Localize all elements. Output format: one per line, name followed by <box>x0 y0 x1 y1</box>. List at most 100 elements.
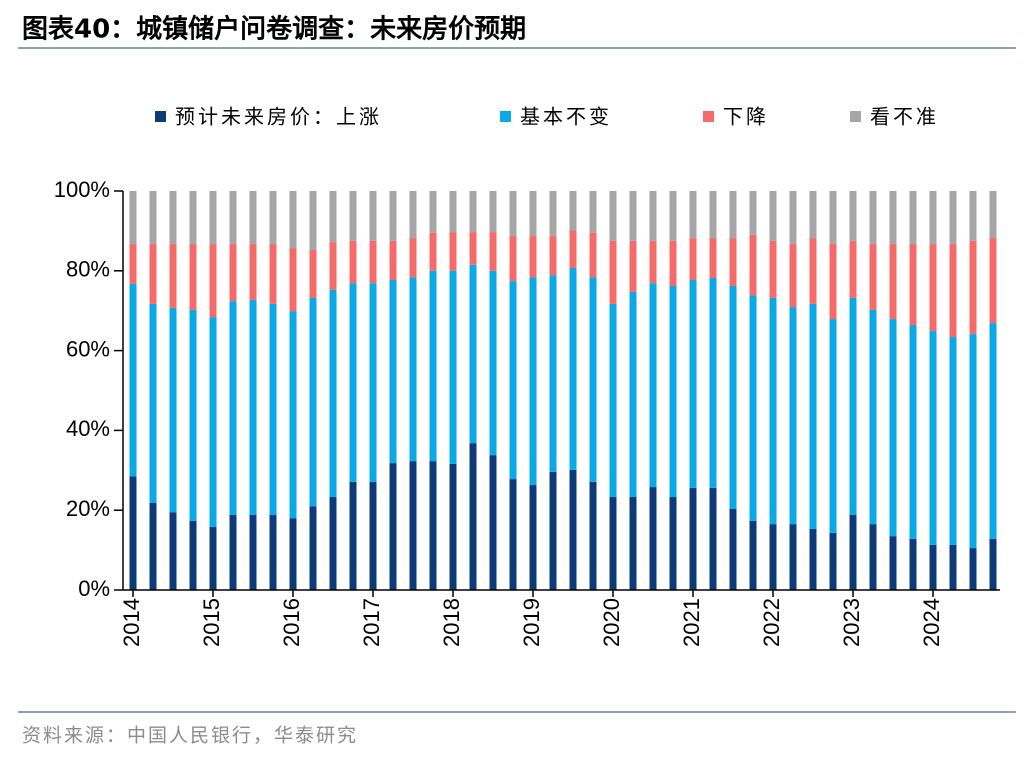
bar-segment <box>269 303 277 515</box>
source-note: 资料来源：中国人民银行，华泰研究 <box>22 725 358 747</box>
bar-segment <box>329 191 337 243</box>
x-tick-label: 2018 <box>439 598 464 647</box>
bar-segment <box>709 487 717 590</box>
bar-segment <box>189 244 197 310</box>
bar-segment <box>529 485 537 590</box>
bar-segment <box>289 518 297 590</box>
bar-segment <box>509 479 517 590</box>
bar-segment <box>909 191 917 245</box>
bar-segment <box>729 285 737 510</box>
bar-segment <box>509 236 517 282</box>
bar-segment <box>829 532 837 590</box>
bar-segment <box>589 232 597 278</box>
bar-segment <box>609 240 617 304</box>
bar-segment <box>829 191 837 245</box>
bar-segment <box>129 191 137 245</box>
bar-segment <box>729 509 737 590</box>
bar-segment <box>929 544 937 590</box>
bar-segment <box>809 191 817 239</box>
bar-segment <box>589 277 597 482</box>
bar-segment <box>849 191 857 241</box>
bar-segment <box>429 232 437 271</box>
bar-segment <box>289 248 297 312</box>
bar-segment <box>689 191 697 239</box>
bar-segment <box>609 303 617 498</box>
bar-segment <box>349 283 357 482</box>
bar-segment <box>209 317 217 527</box>
bar-segment <box>449 463 457 590</box>
x-tick-label: 2017 <box>359 598 384 647</box>
legend-swatch <box>850 111 861 122</box>
bar-segment <box>189 520 197 590</box>
bar-segment <box>229 514 237 590</box>
bar-segment <box>889 244 897 320</box>
bar-segment <box>969 548 977 590</box>
bar-segment <box>229 301 237 515</box>
bar-segment <box>169 307 177 513</box>
bar-segment <box>629 497 637 590</box>
legend-swatch <box>703 111 714 122</box>
bar-segment <box>489 270 497 456</box>
bar-segment <box>549 191 557 237</box>
bar-segment <box>449 191 457 233</box>
bar-segment <box>889 191 897 245</box>
bar-segment <box>749 234 757 296</box>
bar-segment <box>709 191 717 239</box>
bar-segment <box>709 238 717 278</box>
bar-segment <box>789 244 797 308</box>
bar-segment <box>829 244 837 320</box>
bar-segment <box>229 244 237 302</box>
bar-segment <box>189 309 197 521</box>
bar-segment <box>749 191 757 235</box>
bar-segment <box>769 524 777 590</box>
bar-segment <box>269 244 277 304</box>
bar-segment <box>909 325 917 539</box>
bar-segment <box>149 503 157 590</box>
bar-segment <box>249 191 257 245</box>
bar-segment <box>849 297 857 515</box>
bar-segment <box>889 319 897 537</box>
bar-segment <box>209 244 217 318</box>
bar-segment <box>989 538 997 590</box>
bar-segment <box>209 191 217 245</box>
legend-label: 下降 <box>723 105 769 129</box>
bar-segment <box>589 481 597 590</box>
bar-segment <box>869 524 877 590</box>
bar-segment <box>509 281 517 480</box>
y-tick-label: 0% <box>78 576 110 601</box>
bar-segment <box>549 236 557 276</box>
bar-segment <box>469 264 477 444</box>
bar-segment <box>649 240 657 284</box>
bar-segment <box>349 191 357 241</box>
bar-segment <box>329 497 337 590</box>
bar-segment <box>389 279 397 464</box>
bar-segment <box>169 191 177 245</box>
x-tick-label: 2016 <box>279 598 304 647</box>
bar-segment <box>809 303 817 529</box>
bar-segment <box>229 191 237 245</box>
bar-segment <box>449 232 457 271</box>
bar-segment <box>169 512 177 590</box>
bar-segment <box>989 191 997 239</box>
bar-segment <box>969 191 977 241</box>
bar-segment <box>529 277 537 486</box>
bar-segment <box>869 309 877 525</box>
bar-segment <box>609 497 617 590</box>
bar-segment <box>629 191 637 241</box>
bar-segment <box>909 244 917 326</box>
bar-segment <box>569 191 577 231</box>
bar-segment <box>849 240 857 298</box>
bar-segment <box>829 319 837 533</box>
bar-segment <box>969 333 977 549</box>
bar-segment <box>889 536 897 590</box>
bar-segment <box>369 283 377 482</box>
bar-segment <box>329 242 337 290</box>
bar-segment <box>429 191 437 233</box>
bar-segment <box>949 337 957 545</box>
legend-label: 看不准 <box>870 105 939 129</box>
bar-segment <box>909 538 917 590</box>
bar-segment <box>509 191 517 237</box>
bar-segment <box>469 191 477 233</box>
bar-segment <box>789 191 797 245</box>
